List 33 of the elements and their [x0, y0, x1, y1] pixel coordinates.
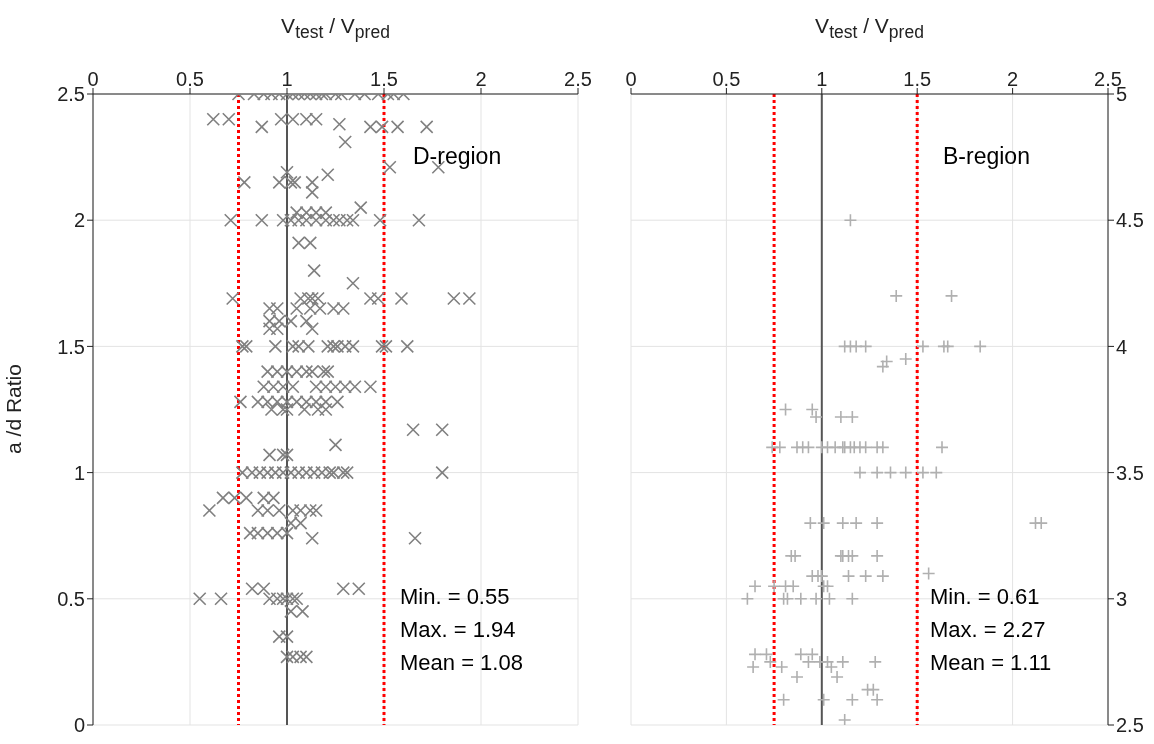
annotation: D-region: [413, 143, 502, 170]
x-tick-label: 0.5: [176, 68, 204, 90]
y-tick-label: 4.5: [1116, 209, 1144, 232]
y-tick-label: 1: [73, 461, 85, 484]
x-tick-label: 2.5: [564, 68, 592, 90]
annotation: B-region: [943, 143, 1030, 170]
x-tick-label: 0.5: [712, 68, 741, 90]
x-axis-title: V$_{test}$ / V$_{pred}$: [814, 14, 925, 44]
x-tick-label: 2: [475, 68, 487, 90]
y-axis-title: a /d Ratio: [2, 364, 26, 454]
x-tick-label: 0: [625, 68, 637, 90]
y-tick-label: 4: [1116, 335, 1128, 358]
x-tick-label: 0: [87, 68, 99, 90]
y-tick-label: 3: [1116, 587, 1128, 610]
annotation: Max. = 1.94: [400, 616, 517, 644]
annotation: Min. = 0.55: [400, 583, 511, 611]
y-tick-label: 3.5: [1116, 461, 1144, 484]
x-tick-label: 1: [816, 68, 828, 90]
x-axis-title: V$_{test}$ / V$_{pred}$: [280, 14, 391, 44]
y-tick-label: 2.5: [57, 83, 85, 106]
y-tick-label: 2: [73, 209, 85, 232]
y-tick-label: 0.5: [57, 587, 85, 610]
annotation: Mean = 1.11: [930, 649, 1052, 677]
y-tick-label: 2.5: [1116, 714, 1144, 737]
annotation: Mean = 1.08: [400, 649, 523, 677]
x-tick-label: 1.5: [370, 68, 398, 90]
y-tick-label: 1.5: [57, 335, 85, 358]
x-tick-label: 1.5: [903, 68, 932, 90]
y-tick-label: 0: [73, 714, 85, 737]
annotation: Max. = 2.27: [930, 616, 1047, 644]
x-tick-label: 2: [1007, 68, 1019, 90]
annotation: Min. = 0.61: [930, 583, 1041, 611]
x-tick-label: 1: [281, 68, 293, 90]
